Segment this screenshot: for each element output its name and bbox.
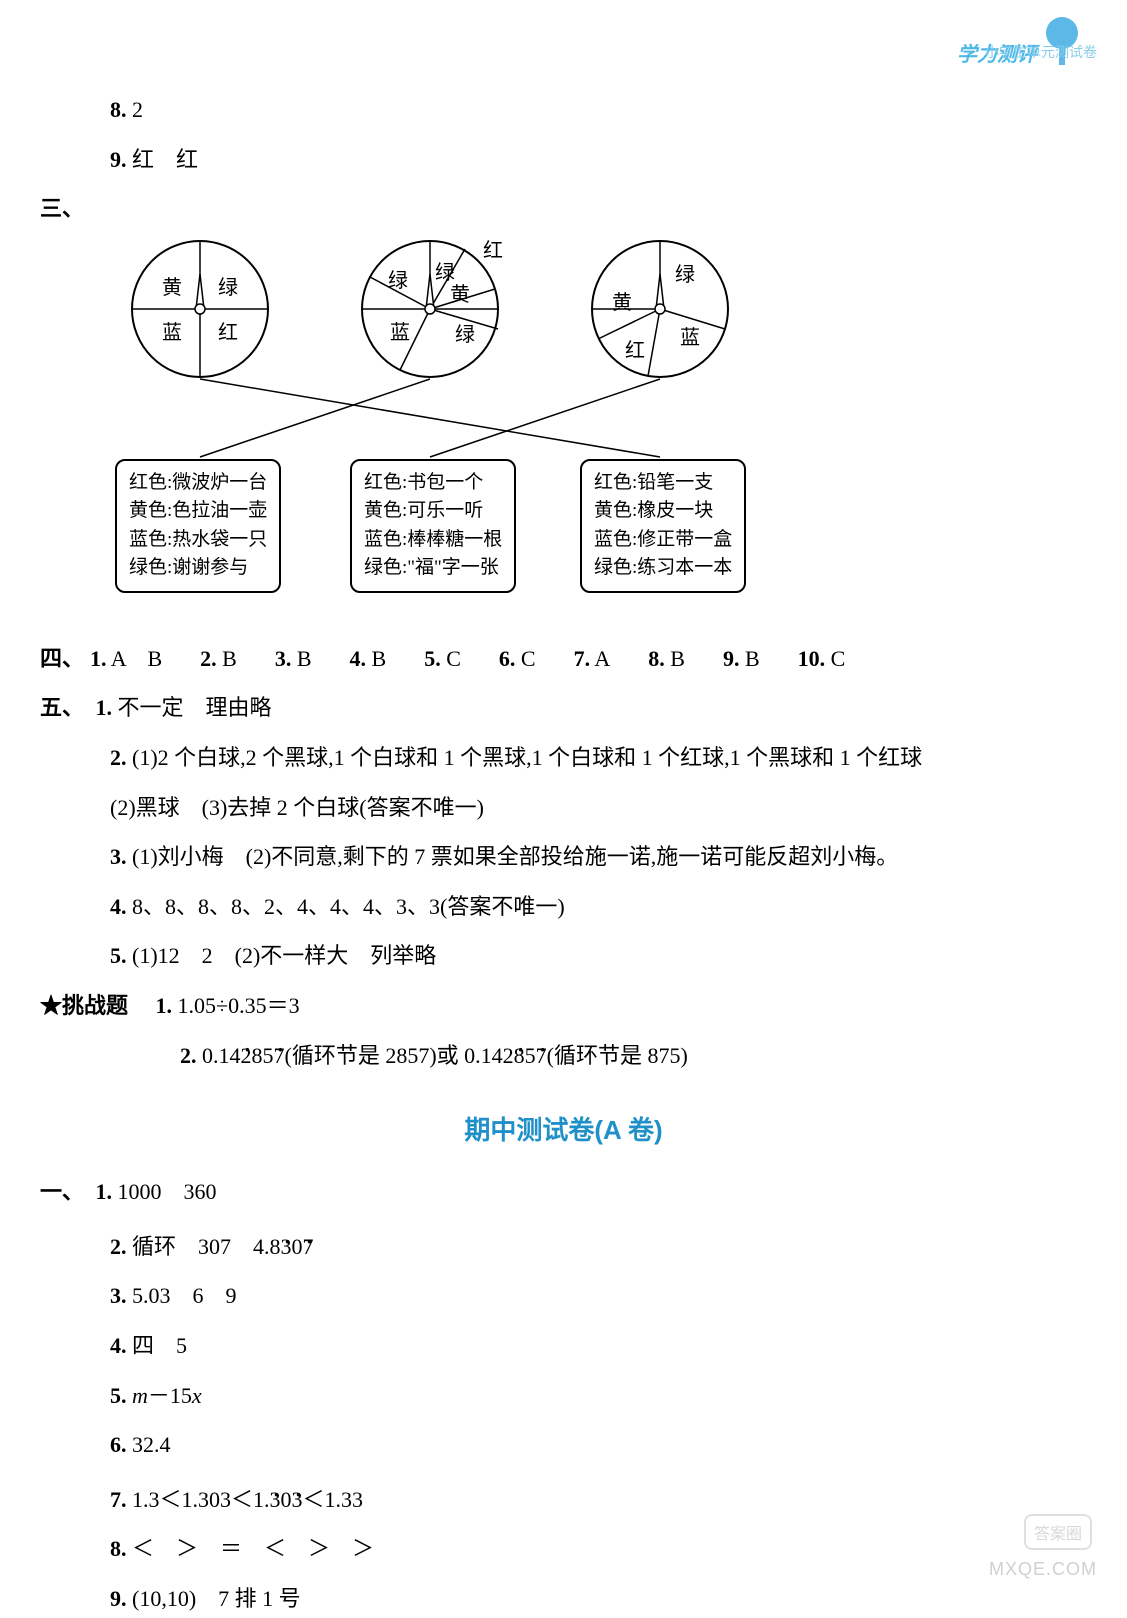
svg-text:绿: 绿 bbox=[675, 263, 695, 286]
prize-box: 红色:铅笔一支黄色:橡皮一块蓝色:修正带一盒绿色:练习本一本 bbox=[580, 459, 746, 593]
section-5-q2b: (2)黑球 (3)去掉 2 个白球(答案不唯一) bbox=[40, 788, 1087, 828]
svg-text:黄: 黄 bbox=[612, 291, 632, 314]
item-9-text: 红 红 bbox=[132, 147, 198, 172]
prize-box: 红色:书包一个黄色:可乐一听蓝色:棒棒糖一根绿色:"福"字一张 bbox=[350, 459, 516, 593]
mid-s1-q6: 6. 32.4 bbox=[40, 1425, 1087, 1465]
mid-s1-q1: 一、 1. 1000 360 bbox=[40, 1172, 1087, 1212]
answer-item: 10. C bbox=[798, 639, 846, 679]
answer-item: 8. B bbox=[648, 639, 685, 679]
answer-item: 6. C bbox=[499, 639, 536, 679]
svg-text:红: 红 bbox=[483, 239, 503, 262]
answer-item: 3. B bbox=[275, 639, 312, 679]
section-5-q3: 3. (1)刘小梅 (2)不同意,剩下的 7 票如果全部投给施一诺,施一诺可能反… bbox=[40, 837, 1087, 877]
banner-subtitle: 小学生单元测试卷 bbox=[985, 42, 1097, 62]
mid-s1-q7: 7. 1.3＜1.303＜1.303＜1.33 bbox=[40, 1480, 1087, 1520]
answer-item: 5. C bbox=[424, 639, 461, 679]
item-8: 8. 2 bbox=[40, 90, 1087, 130]
main-content: 8. 2 9. 红 红 三、 黄绿蓝红红绿绿黄蓝绿绿黄蓝红 红色:微波炉一台黄色… bbox=[40, 90, 1087, 1618]
section-5-label: 五、 bbox=[40, 688, 90, 728]
svg-text:绿: 绿 bbox=[455, 323, 475, 346]
svg-text:蓝: 蓝 bbox=[390, 321, 410, 344]
challenge-label: ★挑战题 bbox=[40, 993, 128, 1018]
prize-box: 红色:微波炉一台黄色:色拉油一壶蓝色:热水袋一只绿色:谢谢参与 bbox=[115, 459, 281, 593]
item-9-num: 9. bbox=[110, 147, 127, 172]
svg-text:绿: 绿 bbox=[218, 276, 238, 299]
diagram-section: 黄绿蓝红红绿绿黄蓝绿绿黄蓝红 红色:微波炉一台黄色:色拉油一壶蓝色:热水袋一只绿… bbox=[100, 239, 1100, 639]
section-4-label: 四、 bbox=[40, 639, 90, 679]
answer-logo: 答案圈 bbox=[1024, 1514, 1092, 1550]
mid-s1-q3: 3. 5.03 6 9 bbox=[40, 1276, 1087, 1316]
svg-text:绿: 绿 bbox=[388, 269, 408, 292]
svg-text:红: 红 bbox=[625, 339, 645, 362]
mid-s1-q8: 8. ＜ ＞ ＝ ＜ ＞ ＞ bbox=[40, 1529, 1087, 1569]
item-8-num: 8. bbox=[110, 97, 127, 122]
svg-text:红: 红 bbox=[218, 321, 238, 344]
section-5-q4: 4. 8、8、8、8、2、4、4、4、3、3(答案不唯一) bbox=[40, 887, 1087, 927]
midterm-title: 期中测试卷(A 卷) bbox=[40, 1110, 1087, 1147]
challenge-q1: ★挑战题 1. 1.05÷0.35＝3 bbox=[40, 986, 1087, 1026]
section-4-row: 四、 1. A B 2. B 3. B 4. B 5. C 6. C 7. A 8. B 9. … bbox=[40, 639, 1087, 679]
item-9: 9. 红 红 bbox=[40, 140, 1087, 180]
svg-text:蓝: 蓝 bbox=[680, 326, 700, 349]
item-8-text: 2 bbox=[132, 97, 143, 122]
svg-text:蓝: 蓝 bbox=[162, 321, 182, 344]
section-5-q5: 5. (1)12 2 (2)不一样大 列举略 bbox=[40, 936, 1087, 976]
mid-s1-q4: 4. 四 5 bbox=[40, 1326, 1087, 1366]
answer-item: 7. A bbox=[574, 639, 611, 679]
answer-item: 1. A B bbox=[90, 639, 162, 679]
section-5-q1: 五、 1. 不一定 理由略 bbox=[40, 688, 1087, 728]
challenge-q2: 2. 0.142857(循环节是 2857)或 0.142857(循环节是 87… bbox=[40, 1036, 1087, 1076]
section-3-label: 三、 bbox=[40, 189, 1087, 229]
svg-text:绿: 绿 bbox=[435, 261, 455, 284]
section-5-q2a: 2. (1)2 个白球,2 个黑球,1 个白球和 1 个黑球,1 个白球和 1 … bbox=[40, 738, 1087, 778]
answer-item: 9. B bbox=[723, 639, 760, 679]
header-banner: 学力测评 小学生单元测试卷 bbox=[797, 20, 1097, 70]
mid-s1-q2: 2. 循环 307 4.8307 bbox=[40, 1227, 1087, 1267]
svg-text:黄: 黄 bbox=[450, 283, 470, 306]
answer-item: 2. B bbox=[200, 639, 237, 679]
answer-item: 4. B bbox=[350, 639, 387, 679]
mid-s1-q9: 9. (10,10) 7 排 1 号 bbox=[40, 1579, 1087, 1618]
svg-text:黄: 黄 bbox=[162, 276, 182, 299]
mid-s1-q5: 5. m－15x bbox=[40, 1376, 1087, 1416]
watermark: MXQE.COM bbox=[989, 1559, 1097, 1580]
